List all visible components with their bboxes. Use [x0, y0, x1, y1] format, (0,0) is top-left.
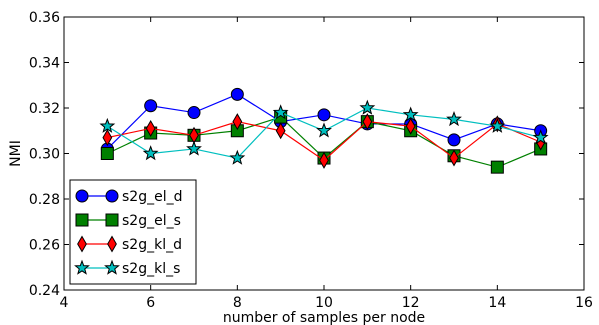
y-axis-label: NMI: [8, 140, 24, 167]
data-point-s2g_kl_s: [446, 111, 462, 127]
x-tick-label: 14: [488, 295, 506, 311]
x-axis-label: number of samples per node: [223, 310, 425, 325]
data-point-s2g_kl_s: [316, 122, 332, 138]
series-s2g_kl_s: [99, 99, 549, 165]
data-point-s2g_kl_d: [319, 151, 329, 169]
legend-marker: [105, 189, 119, 203]
data-point-s2g_kl_s: [359, 99, 376, 115]
legend-box: [69, 179, 197, 285]
data-point-s2g_kl_s: [186, 140, 202, 156]
data-point-s2g_kl_d: [449, 149, 459, 167]
series-s2g_el_d: [100, 87, 548, 156]
legend-entry-s2g_kl_s: s2g_kl_s: [74, 259, 180, 277]
legend-marker: [107, 235, 117, 253]
data-point-s2g_el_d: [144, 99, 158, 113]
data-point-s2g_kl_s: [229, 149, 246, 165]
plot-area: [99, 87, 549, 174]
data-point-s2g_kl_d: [232, 113, 243, 131]
data-point-s2g_kl_s: [402, 106, 419, 122]
legend-label: s2g_kl_d: [122, 237, 182, 253]
data-point-s2g_kl_d: [362, 113, 373, 131]
y-tick-label: 0.24: [29, 283, 60, 299]
legend-marker: [104, 259, 120, 275]
data-point-s2g_el_d: [230, 87, 244, 101]
legend-marker: [77, 235, 87, 253]
y-tick-label: 0.26: [29, 238, 60, 254]
x-tick-label: 8: [233, 295, 242, 311]
data-point-s2g_el_d: [187, 106, 201, 120]
x-tick-label: 12: [402, 295, 420, 311]
series-s2g_kl_d: [102, 113, 546, 169]
x-tick-label: 16: [575, 295, 593, 311]
axes: 4 6 8 10 12 14 16 0.24 0.26 0.28 0.30 0.32 0.34 0.36: [29, 10, 593, 311]
y-tick-label: 0.36: [29, 10, 60, 26]
data-point-s2g_kl_s: [272, 104, 289, 120]
x-tick-label: 10: [315, 295, 333, 311]
data-point-s2g_kl_s: [99, 117, 116, 133]
legend-entry-s2g_el_d: s2g_el_d: [75, 189, 182, 205]
legend-label: s2g_el_s: [122, 213, 181, 229]
legend-label: s2g_el_d: [122, 189, 182, 205]
legend-entry-s2g_el_s: s2g_el_s: [75, 213, 181, 229]
legend-marker: [75, 189, 89, 203]
y-tick-label: 0.30: [29, 147, 60, 163]
x-tick-label: 6: [146, 295, 155, 311]
data-point-s2g_kl_s: [532, 129, 549, 145]
data-point-s2g_kl_d: [275, 122, 286, 140]
data-point-s2g_kl_s: [489, 117, 506, 133]
legend-marker: [74, 259, 90, 275]
data-point-s2g_el_s: [100, 147, 114, 160]
y-tick-label: 0.34: [29, 56, 60, 72]
y-tick-label: 0.28: [29, 192, 60, 208]
legend-marker: [105, 213, 119, 227]
data-point-s2g_kl_d: [405, 117, 416, 135]
legend: s2g_el_d s2g_el_s s2g_kl_d s2g_kl_s: [69, 179, 197, 285]
legend-entry-s2g_kl_d: s2g_kl_d: [77, 235, 182, 253]
data-point-s2g_el_s: [490, 160, 504, 174]
data-point-s2g_el_d: [317, 108, 331, 122]
data-point-s2g_kl_d: [102, 129, 113, 147]
data-point-s2g_kl_s: [142, 145, 159, 161]
legend-label: s2g_kl_s: [122, 261, 180, 277]
data-point-s2g_kl_d: [145, 119, 156, 137]
data-point-s2g_el_d: [447, 133, 461, 147]
legend-marker: [75, 213, 89, 227]
y-tick-label: 0.32: [29, 101, 60, 117]
x-tick-label: 4: [60, 295, 69, 311]
